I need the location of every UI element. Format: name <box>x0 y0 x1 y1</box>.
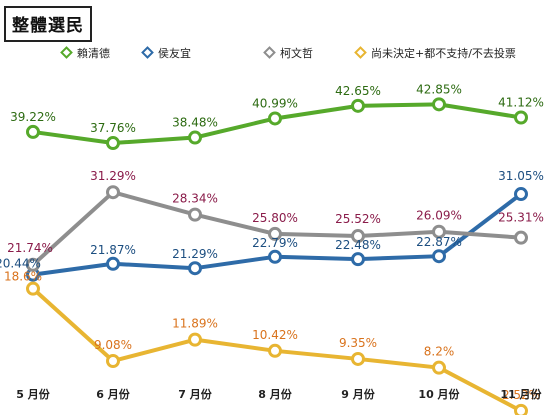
data-label: 20.44% <box>0 257 41 271</box>
data-point <box>188 332 202 347</box>
data-label: 11.89% <box>172 317 218 331</box>
data-label: 22.48% <box>335 238 381 252</box>
data-point <box>26 257 40 272</box>
data-point <box>188 207 202 222</box>
data-label: 42.65% <box>335 84 381 98</box>
data-label: 21.74% <box>7 241 53 255</box>
legend: 賴清德 侯友宜 柯文哲 尚未決定+都不支持/不去投票 <box>60 46 516 60</box>
legend-marker <box>263 46 276 59</box>
data-label: 41.12% <box>498 95 544 109</box>
data-point <box>351 98 365 113</box>
data-point <box>514 403 528 415</box>
x-axis: 5 月份 6 月份 7 月份 8 月份 9 月份 10 月份 11 月份 <box>16 387 542 401</box>
legend-marker <box>354 46 367 59</box>
legend-item: 尚未決定+都不支持/不去投票 <box>354 46 516 60</box>
legend-item: 賴清德 <box>60 46 110 60</box>
data-point <box>514 230 528 245</box>
x-tick-label: 6 月份 <box>96 387 130 401</box>
data-label: 9.35% <box>339 336 377 350</box>
data-point <box>26 124 40 139</box>
data-label: 18.6% <box>4 270 42 284</box>
x-tick-label: 8 月份 <box>258 387 292 401</box>
data-point <box>432 360 446 375</box>
data-point <box>26 281 40 296</box>
data-label: 26.09% <box>416 209 462 223</box>
data-label: 37.76% <box>90 121 136 135</box>
data-point <box>268 343 282 358</box>
data-label: 8.2% <box>424 345 455 359</box>
data-label: 22.79% <box>252 236 298 250</box>
data-label: 25.80% <box>252 211 298 225</box>
data-label: 31.05% <box>498 169 544 183</box>
data-point <box>268 249 282 264</box>
data-point <box>188 261 202 276</box>
data-point <box>351 252 365 267</box>
data-label: 9.08% <box>94 338 132 352</box>
data-label: 28.34% <box>172 192 218 206</box>
data-label: 25.31% <box>498 211 544 225</box>
legend-label: 侯友宜 <box>158 46 191 60</box>
data-label: 39.22% <box>10 110 56 124</box>
data-point <box>432 249 446 264</box>
legend-item: 柯文哲 <box>263 46 313 60</box>
data-point <box>106 256 120 271</box>
data-point <box>268 111 282 126</box>
data-point <box>514 187 528 202</box>
x-tick-label: 10 月份 <box>418 387 460 401</box>
data-point <box>188 130 202 145</box>
data-label: 40.99% <box>252 96 298 110</box>
data-label: 2.52% <box>502 388 540 402</box>
data-label: 38.48% <box>172 116 218 130</box>
data-point <box>106 353 120 368</box>
legend-item: 侯友宜 <box>141 46 191 60</box>
x-tick-label: 9 月份 <box>341 387 375 401</box>
legend-label: 柯文哲 <box>280 46 313 60</box>
data-point <box>514 110 528 125</box>
data-label: 22.87% <box>416 235 462 249</box>
data-label: 31.29% <box>90 169 136 183</box>
chart-title: 整體選民 <box>4 6 92 42</box>
x-tick-label: 5 月份 <box>16 387 50 401</box>
data-point <box>351 229 365 244</box>
data-label: 21.87% <box>90 243 136 257</box>
data-point <box>351 351 365 366</box>
legend-label: 尚未決定+都不支持/不去投票 <box>371 46 516 60</box>
data-point <box>268 226 282 241</box>
data-label: 42.85% <box>416 82 462 96</box>
data-label: 21.29% <box>172 247 218 261</box>
data-point <box>106 136 120 151</box>
series-points <box>26 97 528 415</box>
x-tick-label: 7 月份 <box>178 387 212 401</box>
data-label: 10.42% <box>252 328 298 342</box>
data-label: 25.52% <box>335 212 381 226</box>
data-point <box>432 224 446 239</box>
data-point <box>106 185 120 200</box>
legend-marker <box>141 46 154 59</box>
x-tick-label: 11 月份 <box>500 387 542 401</box>
data-point <box>432 97 446 112</box>
legend-marker <box>60 46 73 59</box>
data-labels: 39.22% 37.76% 38.48% 40.99% 42.65% 42.85% 41.1… <box>0 82 544 402</box>
legend-label: 賴清德 <box>77 46 110 60</box>
